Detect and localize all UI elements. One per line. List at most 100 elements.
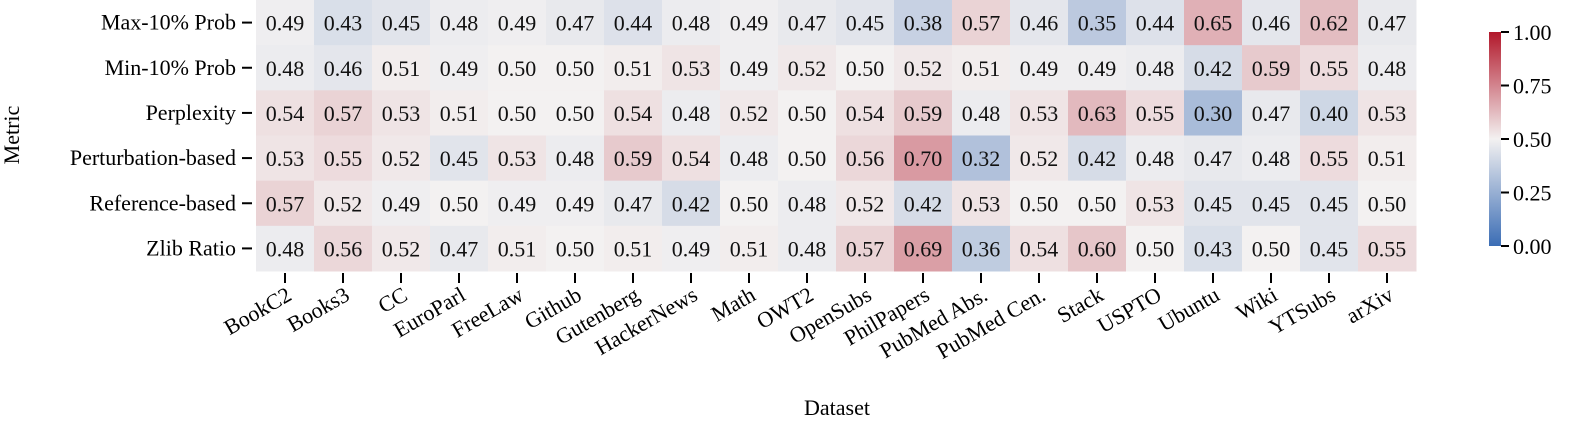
cell-value-label: 0.54 [846,101,885,126]
heatmap-cell [604,0,663,46]
heatmap-cell [372,225,431,272]
heatmap-cell [778,225,837,272]
heatmap-cell-labels: 0.49 0.43 0.45 0.48 0.49 0.47 0.44 0.48 0.49 0.47… [266,11,1407,262]
cell-value-label: 0.47 [1194,146,1233,171]
heatmap-cell [430,225,489,272]
heatmap-cell [314,135,373,182]
heatmap-cell [546,0,605,46]
heatmap-cell [1184,90,1243,136]
cell-value-label: 0.53 [1136,191,1175,216]
heatmap-cell [720,0,779,46]
heatmap-cell [256,180,315,227]
heatmap-cell [720,135,779,182]
cell-value-label: 0.53 [962,191,1001,216]
heatmap-cell [1358,225,1417,272]
heatmap-cell [952,45,1011,91]
heatmap-cell [1068,90,1127,136]
heatmap-cell [720,180,779,227]
cell-value-label: 0.50 [556,236,595,261]
heatmap-cell [894,90,953,136]
y-axis-title: Metric [0,105,24,164]
heatmap-cell [546,45,605,91]
cell-value-label: 0.54 [266,101,305,126]
heatmap-cell [546,135,605,182]
cell-value-label: 0.42 [1194,56,1233,81]
y-axis: Max-10% Prob Min-10% Prob Perplexity Pertur… [70,10,252,260]
heatmap-cell [1184,135,1243,182]
cell-value-label: 0.48 [266,56,305,81]
cell-value-label: 0.47 [556,11,595,36]
cell-value-label: 0.52 [1020,146,1059,171]
heatmap-cell [1126,45,1185,91]
cell-value-label: 0.55 [324,146,363,171]
heatmap-cell [894,180,953,227]
cell-value-label: 0.54 [614,101,653,126]
cell-value-label: 0.49 [730,56,769,81]
cell-value-label: 0.50 [1252,236,1291,261]
heatmap-cell [1010,180,1069,227]
cell-value-label: 0.50 [846,56,885,81]
heatmap-cell [662,180,721,227]
cell-value-label: 0.65 [1194,11,1233,36]
cell-value-label: 0.62 [1310,11,1349,36]
heatmap-cell [1010,135,1069,182]
cell-value-label: 0.51 [962,56,1001,81]
heatmap-cell [488,180,547,227]
heatmap-cell [1242,135,1301,182]
heatmap-cell [256,135,315,182]
cell-value-label: 0.57 [266,191,305,216]
cell-value-label: 0.30 [1194,101,1233,126]
heatmap-cell [662,45,721,91]
cell-value-label: 0.54 [672,146,711,171]
heatmap-cell [488,0,547,46]
cell-value-label: 0.50 [498,56,537,81]
cell-value-label: 0.51 [498,236,537,261]
heatmap-cell [894,0,953,46]
heatmap-cell [488,45,547,91]
cell-value-label: 0.56 [846,146,885,171]
cell-value-label: 0.35 [1078,11,1117,36]
heatmap-cell [894,45,953,91]
cell-value-label: 0.48 [1368,56,1407,81]
heatmap-cell [372,180,431,227]
cell-value-label: 0.45 [846,11,885,36]
heatmap-cell [1300,90,1359,136]
heatmap-cell [1358,0,1417,46]
x-tick-label: YTSubs [1265,282,1340,340]
colorbar-tick-label: 0.25 [1513,181,1552,206]
heatmap-cell [1242,90,1301,136]
cell-value-label: 0.52 [846,191,885,216]
heatmap-cell [662,225,721,272]
heatmap-cell [488,90,547,136]
cell-value-label: 0.49 [498,191,537,216]
cell-value-label: 0.42 [1078,146,1117,171]
heatmap-cell [1010,90,1069,136]
heatmap-cell [1068,225,1127,272]
cell-value-label: 0.57 [324,101,363,126]
cell-value-label: 0.40 [1310,101,1349,126]
heatmap-cell [836,0,895,46]
cell-value-label: 0.49 [672,236,711,261]
cell-value-label: 0.48 [556,146,595,171]
cell-value-label: 0.50 [730,191,769,216]
heatmap-cell [488,135,547,182]
cell-value-label: 0.50 [788,146,827,171]
cell-value-label: 0.51 [1368,146,1407,171]
colorbar: 0.00 0.25 0.50 0.75 1.00 [1489,20,1552,259]
heatmap-cell [894,135,953,182]
cell-value-label: 0.38 [904,11,943,36]
heatmap-cell [1300,135,1359,182]
heatmap-cell [256,0,315,46]
cell-value-label: 0.47 [1368,11,1407,36]
heatmap-cell [662,0,721,46]
heatmap-cell [836,45,895,91]
cell-value-label: 0.56 [324,236,363,261]
x-tick-label: USPTO [1093,282,1166,338]
cell-value-label: 0.51 [614,56,653,81]
cell-value-label: 0.54 [1020,236,1059,261]
cell-value-label: 0.48 [672,11,711,36]
heatmap-cell [952,225,1011,272]
cell-value-label: 0.53 [1368,101,1407,126]
cell-value-label: 0.48 [788,191,827,216]
heatmap-cell [430,90,489,136]
